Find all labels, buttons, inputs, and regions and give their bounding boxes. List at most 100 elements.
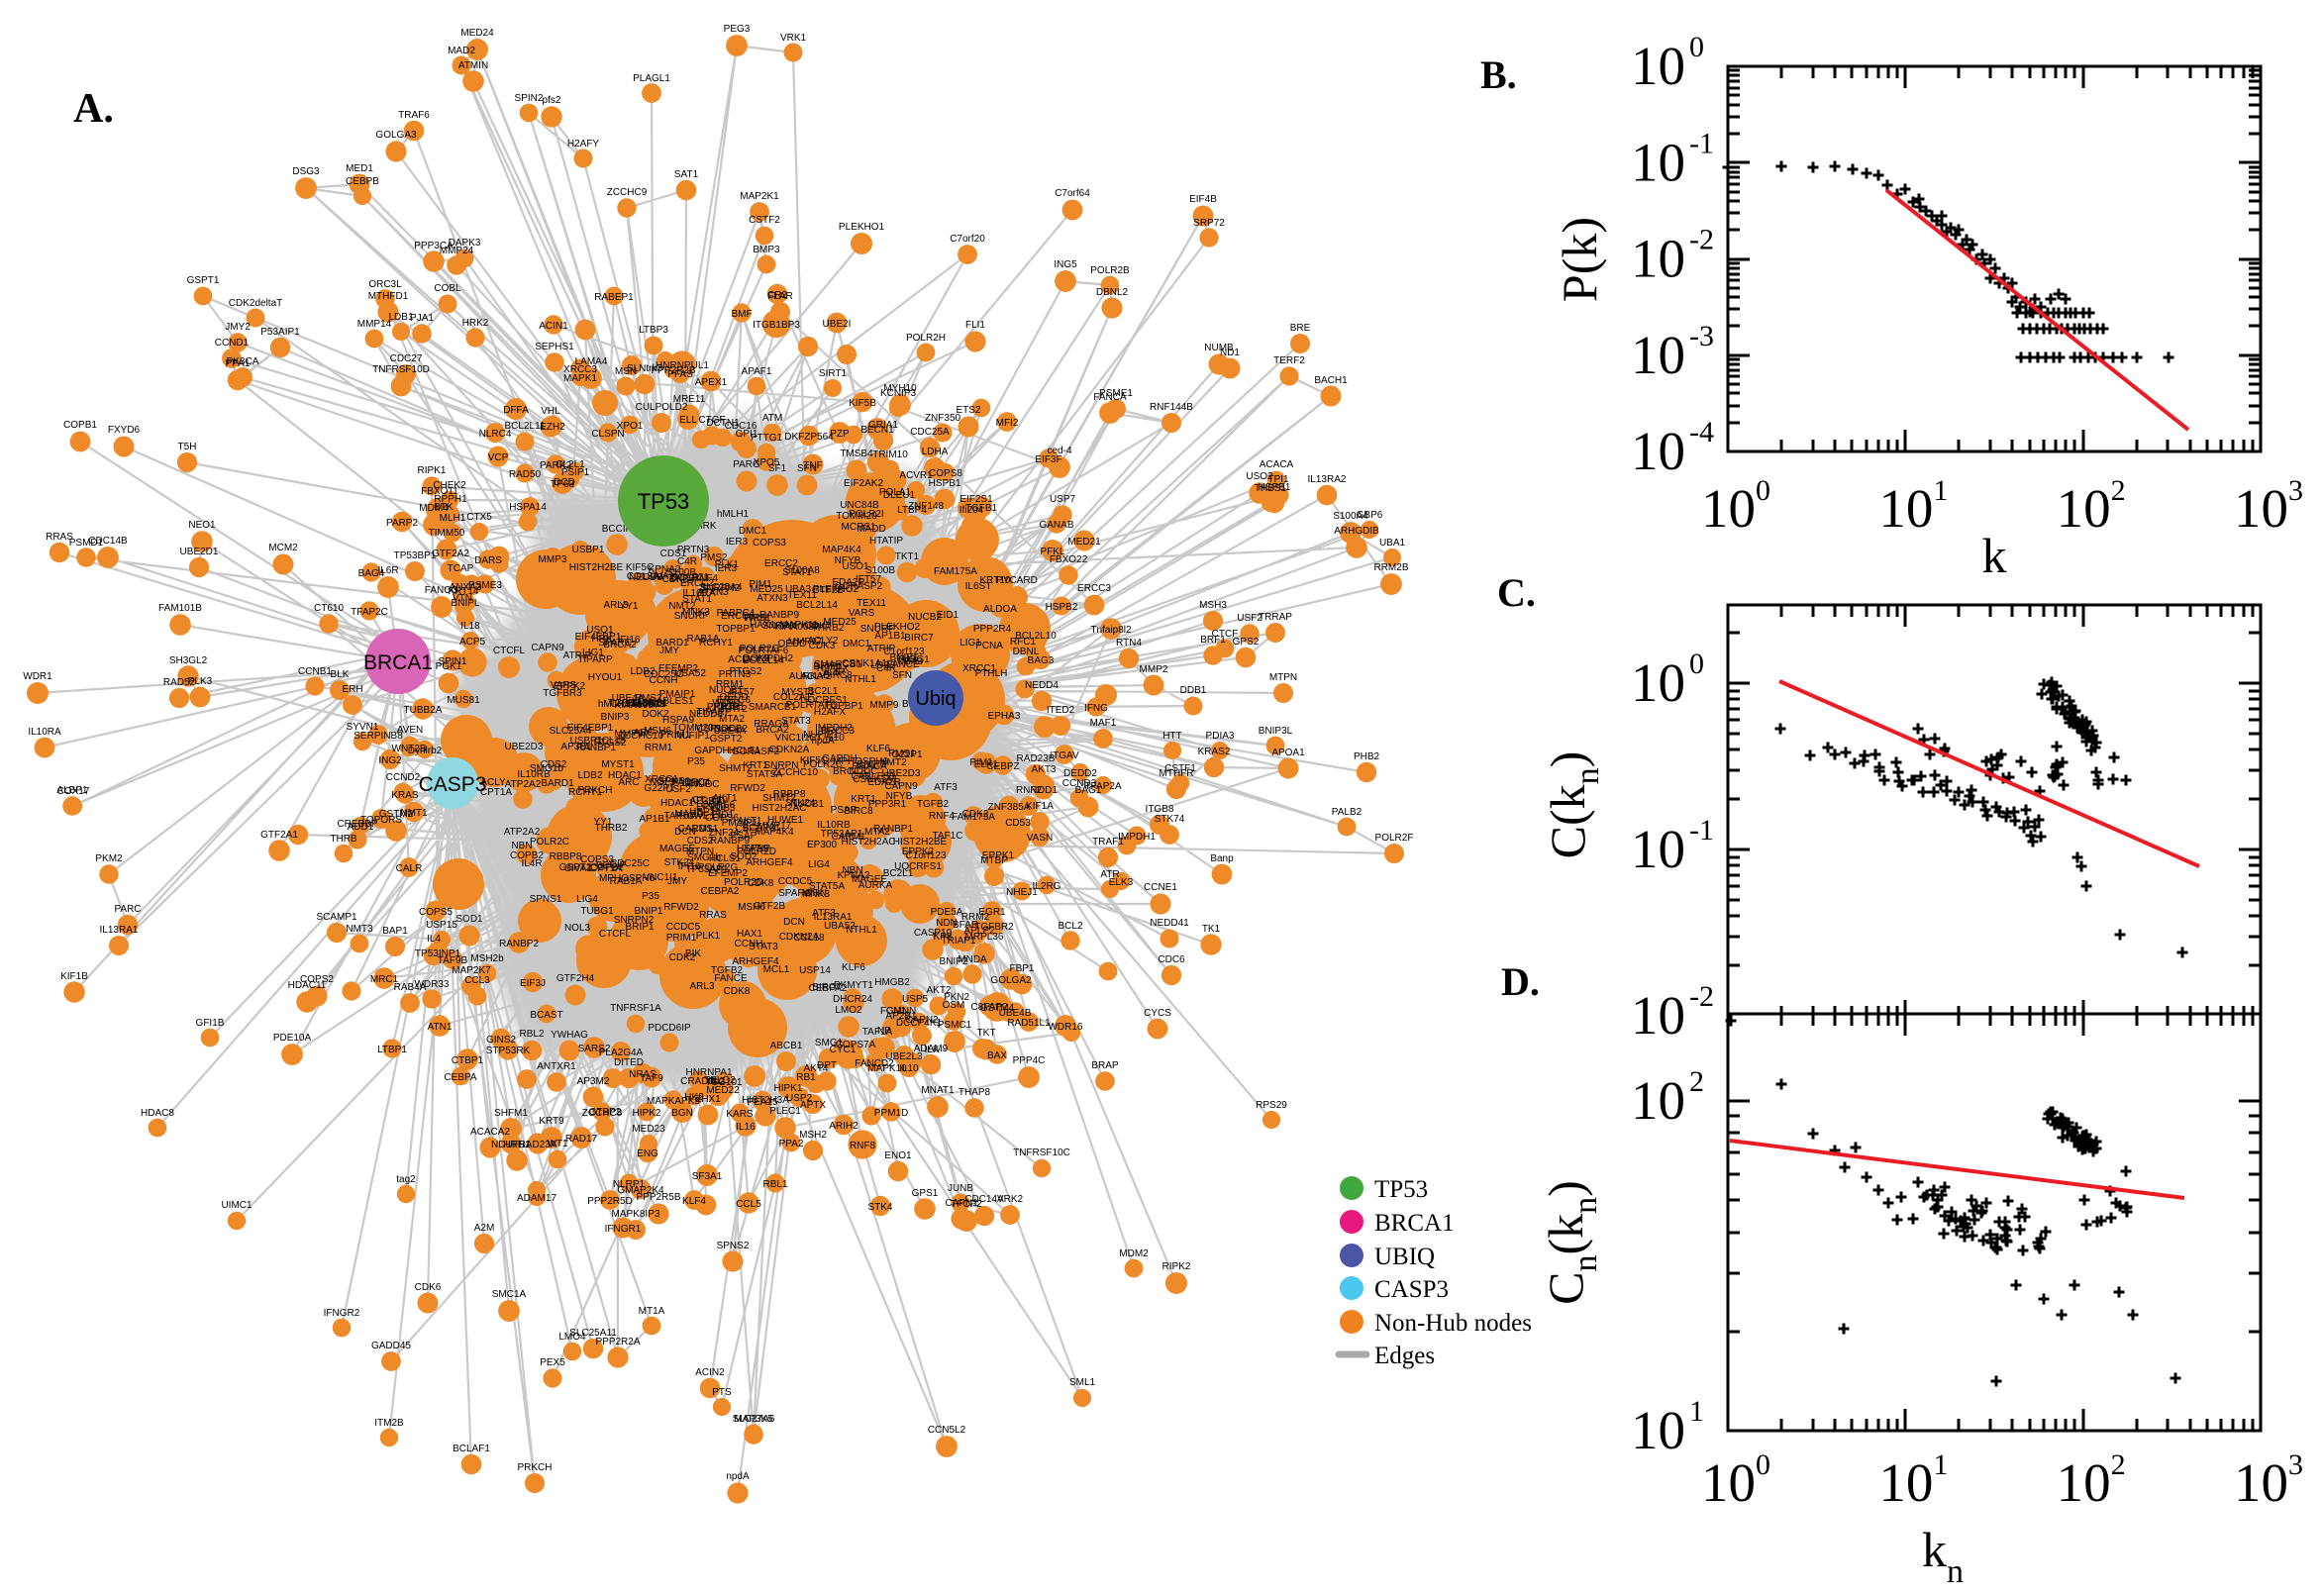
svg-text:CEBPA: CEBPA xyxy=(444,1072,476,1083)
svg-text:MMP24: MMP24 xyxy=(440,246,474,256)
svg-text:C1orf123: C1orf123 xyxy=(905,850,947,861)
svg-text:KIF1A: KIF1A xyxy=(1026,801,1054,812)
svg-text:BRCA1: BRCA1 xyxy=(363,651,433,674)
svg-text:-1: -1 xyxy=(1689,814,1714,847)
svg-text:VNC1I1: VNC1I1 xyxy=(774,733,809,744)
svg-text:PPP2R2A: PPP2R2A xyxy=(595,1337,640,1347)
svg-text:EPPK2: EPPK2 xyxy=(554,681,586,692)
svg-text:CASP3: CASP3 xyxy=(1374,1276,1449,1303)
svg-text:RANBP9: RANBP9 xyxy=(710,836,750,847)
svg-text:SNRPN: SNRPN xyxy=(763,760,798,771)
svg-text:HCLS1: HCLS1 xyxy=(729,746,761,756)
svg-text:NUMB: NUMB xyxy=(1204,343,1234,353)
svg-text:POLR2I: POLR2I xyxy=(849,509,884,520)
svg-text:CCDC5: CCDC5 xyxy=(666,922,701,933)
svg-text:KRT10: KRT10 xyxy=(980,575,1011,586)
svg-text:SMG1b: SMG1b xyxy=(530,763,563,774)
svg-text:ZNF24: ZNF24 xyxy=(669,573,700,584)
svg-text:ced-4: ced-4 xyxy=(1047,446,1071,456)
svg-text:NOD1: NOD1 xyxy=(1030,785,1058,796)
svg-text:SYVN1: SYVN1 xyxy=(347,722,379,733)
svg-text:CPT1A: CPT1A xyxy=(590,863,623,874)
svg-text:USO1: USO1 xyxy=(842,561,869,572)
svg-text:ALBP1: ALBP1 xyxy=(56,785,88,796)
svg-text:XRCC3: XRCC3 xyxy=(563,364,597,375)
svg-text:IL13RA2: IL13RA2 xyxy=(1308,474,1347,485)
svg-text:hMLH1: hMLH1 xyxy=(717,509,750,520)
svg-text:TOMM20: TOMM20 xyxy=(672,723,714,734)
svg-text:IL10RB: IL10RB xyxy=(817,820,851,831)
svg-text:BARD1: BARD1 xyxy=(656,638,689,648)
svg-text:RRM1: RRM1 xyxy=(716,679,745,690)
svg-text:EIF4EBP1: EIF4EBP1 xyxy=(567,723,614,734)
svg-text:USF2: USF2 xyxy=(665,784,691,795)
svg-text:CL2L1: CL2L1 xyxy=(556,459,585,470)
svg-text:BCL2L10: BCL2L10 xyxy=(1015,631,1057,642)
svg-text:RFC1: RFC1 xyxy=(1010,637,1037,648)
svg-text:BRE: BRE xyxy=(1290,323,1311,334)
svg-text:TP63: TP63 xyxy=(551,479,574,490)
svg-text:NUCB1: NUCB1 xyxy=(709,685,743,696)
svg-text:BECN1: BECN1 xyxy=(860,425,894,436)
svg-text:TRIM10: TRIM10 xyxy=(872,449,908,460)
svg-text:103: 103 xyxy=(2234,1448,2303,1513)
svg-text:TP53INP1: TP53INP1 xyxy=(415,948,461,959)
svg-text:RIPK2: RIPK2 xyxy=(1162,1261,1191,1272)
svg-text:NEDD8: NEDD8 xyxy=(689,709,723,720)
svg-text:BNIPL: BNIPL xyxy=(452,598,480,609)
svg-text:COX17: COX17 xyxy=(57,786,90,797)
svg-text:PPA2: PPA2 xyxy=(779,1139,804,1149)
svg-text:CCN5L2: CCN5L2 xyxy=(928,1425,966,1436)
svg-text:PLK1: PLK1 xyxy=(696,931,721,942)
svg-text:EID1: EID1 xyxy=(937,610,960,621)
svg-text:TKT1: TKT1 xyxy=(895,551,920,562)
svg-text:RRAGA: RRAGA xyxy=(754,719,789,730)
svg-text:BNIP3: BNIP3 xyxy=(858,759,886,770)
svg-text:BNIP2: BNIP2 xyxy=(940,956,968,967)
svg-text:JMY2: JMY2 xyxy=(225,322,251,333)
svg-text:CDS1: CDS1 xyxy=(660,549,687,559)
svg-text:RNF8: RNF8 xyxy=(850,1141,876,1151)
svg-text:KLF4: KLF4 xyxy=(682,1196,706,1207)
svg-text:PDE10A: PDE10A xyxy=(273,1033,312,1044)
svg-text:HUWE1: HUWE1 xyxy=(767,815,804,826)
svg-text:NMT3: NMT3 xyxy=(346,924,373,935)
svg-text:NUCB2: NUCB2 xyxy=(714,724,748,735)
svg-text:KRT2: KRT2 xyxy=(714,702,740,713)
svg-text:THRB: THRB xyxy=(330,834,357,845)
svg-text:SHFM1: SHFM1 xyxy=(494,1108,528,1119)
svg-text:MYST1: MYST1 xyxy=(601,759,635,770)
svg-text:MAPK11: MAPK11 xyxy=(780,620,819,631)
svg-text:COPS6: COPS6 xyxy=(705,813,739,824)
svg-text:CDC6: CDC6 xyxy=(1158,954,1185,965)
svg-text:GSTM4: GSTM4 xyxy=(980,1003,1015,1014)
svg-text:CHEK2: CHEK2 xyxy=(433,480,466,491)
svg-text:TRRAP: TRRAP xyxy=(1259,612,1292,623)
svg-text:H2AFY: H2AFY xyxy=(567,139,600,150)
svg-text:RNF2: RNF2 xyxy=(1016,785,1043,796)
svg-text:VARS: VARS xyxy=(551,680,577,691)
svg-text:CDK8: CDK8 xyxy=(748,878,774,889)
svg-text:ITED2: ITED2 xyxy=(1047,705,1075,716)
svg-text:ATF3: ATF3 xyxy=(812,908,836,919)
svg-text:PKMYT1: PKMYT1 xyxy=(834,980,873,991)
svg-text:MCM2: MCM2 xyxy=(268,543,298,553)
svg-text:EDA2R: EDA2R xyxy=(867,777,900,788)
svg-text:KRT9: KRT9 xyxy=(539,1116,564,1127)
svg-text:COPS6: COPS6 xyxy=(701,800,735,811)
svg-text:MLH1: MLH1 xyxy=(440,513,466,524)
svg-text:BCL2L14: BCL2L14 xyxy=(796,600,838,611)
svg-text:CAPN9: CAPN9 xyxy=(884,781,918,792)
svg-text:ERCC6: ERCC6 xyxy=(721,611,755,622)
svg-text:ATXN3: ATXN3 xyxy=(757,593,788,604)
svg-text:Tnfaip8l2: Tnfaip8l2 xyxy=(1090,625,1132,636)
svg-text:STAT1: STAT1 xyxy=(682,594,712,605)
svg-text:RAB4A: RAB4A xyxy=(394,982,427,993)
svg-text:CCND1: CCND1 xyxy=(215,338,250,349)
svg-text:POLR2C: POLR2C xyxy=(530,837,569,848)
svg-text:USP14: USP14 xyxy=(799,965,831,976)
svg-text:IL2RG: IL2RG xyxy=(1033,881,1061,892)
svg-text:CCND2: CCND2 xyxy=(386,772,421,783)
svg-text:UIMC1: UIMC1 xyxy=(221,1200,252,1211)
svg-text:FANCD2: FANCD2 xyxy=(855,1058,894,1069)
